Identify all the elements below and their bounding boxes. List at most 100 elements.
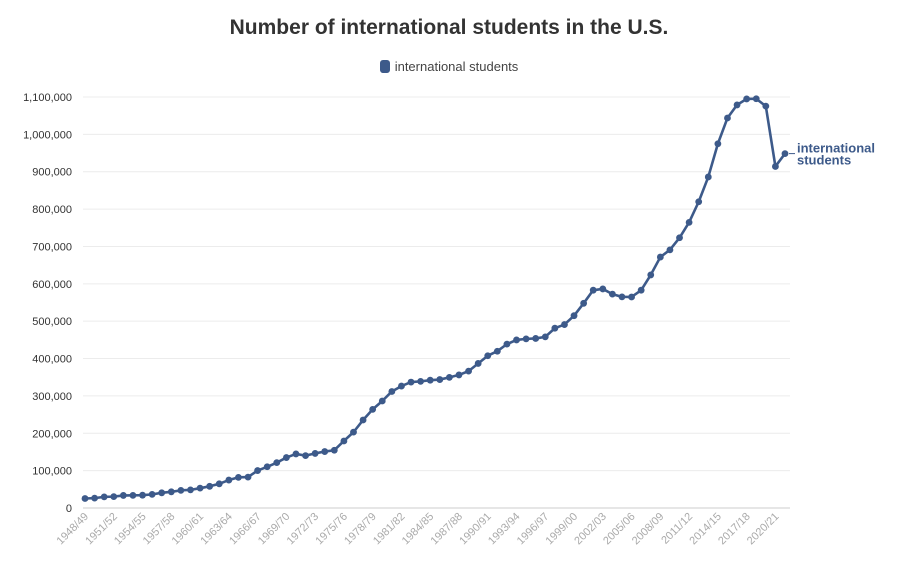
data-point[interactable] [474,360,482,367]
data-point[interactable] [589,286,597,294]
data-point[interactable] [513,336,520,344]
data-point[interactable] [187,486,194,494]
data-point[interactable] [656,253,664,261]
data-point[interactable] [388,388,396,395]
data-point[interactable] [139,491,146,499]
data-point[interactable] [206,482,214,490]
y-tick-label: 300,000 [32,391,72,403]
data-point[interactable] [704,173,712,181]
data-point[interactable] [436,376,444,383]
data-point[interactable] [484,352,492,360]
data-point[interactable] [465,367,472,375]
data-points [81,95,789,502]
data-point[interactable] [369,405,377,413]
data-point[interactable] [263,463,271,471]
data-point[interactable] [119,492,127,499]
y-tick-label: 700,000 [32,241,72,253]
data-point[interactable] [100,493,108,501]
data-point[interactable] [743,95,751,103]
y-tick-label: 200,000 [32,428,72,440]
data-point[interactable] [196,484,204,492]
data-point[interactable] [762,102,770,110]
x-tick-label: 2020/21 [745,511,782,548]
data-point[interactable] [561,321,568,328]
data-point[interactable] [752,95,760,103]
data-point[interactable] [493,347,501,355]
data-point[interactable] [311,450,319,457]
data-point[interactable] [426,376,434,384]
data-point[interactable] [378,397,386,405]
data-point[interactable] [724,114,731,122]
data-point[interactable] [81,495,89,502]
data-point[interactable] [273,459,281,467]
data-point[interactable] [292,450,300,458]
y-tick-label: 0 [66,503,72,515]
data-point[interactable] [637,286,645,294]
series-end-label-line: international [797,141,875,156]
data-point[interactable] [618,293,626,301]
data-point[interactable] [541,333,549,341]
data-point[interactable] [302,452,309,460]
data-point[interactable] [407,378,415,386]
data-point[interactable] [551,324,559,332]
gridlines [83,96,790,509]
x-tick-label: 2008/09 [630,511,667,548]
data-point[interactable] [532,335,540,342]
data-point[interactable] [282,454,290,461]
data-point[interactable] [417,377,425,385]
data-point[interactable] [177,486,185,494]
series-end-label-line: students [797,153,851,168]
chart-title: Number of international students in the … [229,16,669,39]
data-point[interactable] [781,150,789,157]
series-line [84,97,787,500]
data-point[interactable] [167,488,175,496]
y-tick-label: 900,000 [32,167,72,179]
data-point[interactable] [608,290,616,298]
data-point[interactable] [522,335,530,343]
data-point[interactable] [455,371,463,379]
data-point[interactable] [647,271,655,279]
data-point[interactable] [330,446,338,454]
legend[interactable]: international students [0,59,898,74]
data-point[interactable] [714,140,722,148]
y-tick-label: 500,000 [32,316,72,328]
data-point[interactable] [158,489,166,497]
data-point[interactable] [148,490,156,498]
x-axis: 1948/491951/521954/551957/581960/611963/… [55,511,782,548]
data-point[interactable] [110,493,118,501]
y-tick-label: 1,100,000 [23,92,72,104]
y-axis: 0 100,000 200,000 300,000 400,000 500,000 600,… [23,92,72,515]
data-point[interactable] [235,473,242,481]
data-point[interactable] [676,234,683,242]
data-point[interactable] [340,437,348,445]
data-point[interactable] [599,285,607,293]
data-point[interactable] [91,494,98,502]
data-point[interactable] [580,299,588,307]
data-point[interactable] [733,101,741,109]
data-point[interactable] [772,163,779,170]
legend-label: international students [394,59,519,74]
y-tick-label: 600,000 [32,279,72,291]
data-point[interactable] [570,312,578,320]
data-point[interactable] [666,246,674,254]
data-point[interactable] [445,373,453,381]
data-point[interactable] [628,293,635,301]
data-point[interactable] [503,340,511,348]
y-tick-label: 800,000 [32,204,72,216]
legend-swatch [379,60,390,73]
data-point[interactable] [321,448,329,455]
data-point[interactable] [129,491,137,499]
data-point[interactable] [359,416,367,424]
y-tick-label: 1,000,000 [23,129,72,141]
data-point[interactable] [215,480,223,488]
data-point[interactable] [244,473,252,481]
data-point[interactable] [685,218,693,226]
series-end-label: international students [797,141,875,168]
data-point[interactable] [695,198,703,206]
data-point[interactable] [398,382,405,390]
data-point[interactable] [225,476,233,484]
data-point[interactable] [350,428,357,436]
y-tick-label: 100,000 [32,466,72,478]
data-point[interactable] [254,467,262,474]
